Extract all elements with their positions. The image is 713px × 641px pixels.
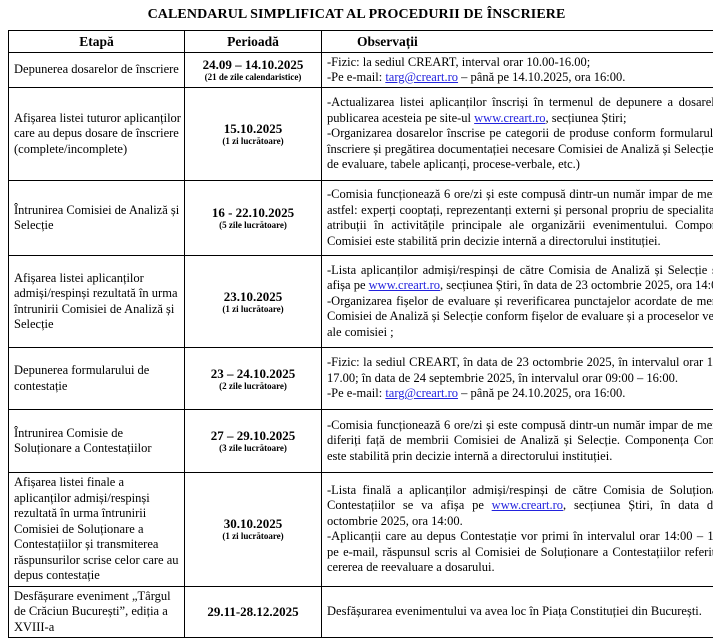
period-date: 24.09 – 14.10.2025 (187, 57, 319, 72)
creart-link[interactable]: targ@creart.ro (385, 70, 458, 84)
period-cell: 27 – 29.10.2025(3 zile lucrătoare) (185, 410, 322, 473)
stage-cell: Întrunirea Comisie de Soluționare a Cont… (9, 410, 185, 473)
period-note: (2 zile lucrătoare) (187, 381, 319, 392)
period-note: (5 zile lucrătoare) (187, 220, 319, 231)
period-date: 23 – 24.10.2025 (187, 366, 319, 381)
observation-paragraph: -Aplicanții care au depus Contestație vo… (327, 529, 713, 576)
observation-paragraph: -Lista finală a aplicanților admiși/resp… (327, 483, 713, 530)
table-row: Afișarea listei tuturor aplicanților car… (9, 88, 713, 181)
calendar-table: Etapă Perioadă Observații Depunerea dosa… (8, 30, 713, 638)
period-date: 30.10.2025 (187, 516, 319, 531)
stage-cell: Afișarea listei aplicanților admiși/resp… (9, 256, 185, 348)
period-note: (1 zi lucrătoare) (187, 136, 319, 147)
stage-cell: Afișarea listei tuturor aplicanților car… (9, 88, 185, 181)
period-date: 29.11-28.12.2025 (187, 604, 319, 619)
observations-cell: -Lista aplicanților admiși/respinși de c… (322, 256, 713, 348)
creart-link[interactable]: www.creart.ro (369, 278, 440, 292)
observation-paragraph: -Lista aplicanților admiși/respinși de c… (327, 263, 713, 294)
period-cell: 23 – 24.10.2025(2 zile lucrătoare) (185, 348, 322, 410)
stage-cell: Întrunirea Comisiei de Analiză și Selecț… (9, 181, 185, 256)
creart-link[interactable]: targ@creart.ro (385, 386, 458, 400)
page-title: CALENDARUL SIMPLIFICAT AL PROCEDURII DE … (0, 7, 713, 23)
period-note: (1 zi lucrătoare) (187, 531, 319, 542)
table-row: Afișarea listei finale a aplicanților ad… (9, 473, 713, 587)
period-cell: 29.11-28.12.2025 (185, 586, 322, 638)
table-row: Întrunirea Comisiei de Analiză și Selecț… (9, 181, 713, 256)
creart-link[interactable]: www.creart.ro (492, 498, 563, 512)
period-date: 23.10.2025 (187, 289, 319, 304)
observations-cell: Desfășurarea evenimentului va avea loc î… (322, 586, 713, 638)
table-row: Afișarea listei aplicanților admiși/resp… (9, 256, 713, 348)
period-note: (3 zile lucrătoare) (187, 443, 319, 454)
observation-paragraph: Desfășurarea evenimentului va avea loc î… (327, 604, 713, 620)
observations-cell: -Actualizarea listei aplicanților înscri… (322, 88, 713, 181)
column-header-etapa: Etapă (9, 31, 185, 53)
period-date: 16 - 22.10.2025 (187, 205, 319, 220)
column-header-perioada: Perioadă (185, 31, 322, 53)
observations-cell: -Comisia funcționează 6 ore/zi și este c… (322, 181, 713, 256)
stage-cell: Depunerea dosarelor de înscriere (9, 53, 185, 88)
observations-cell: -Fizic: la sediul CREART, interval orar … (322, 53, 713, 88)
period-note: (1 zi lucrătoare) (187, 304, 319, 315)
observations-cell: -Comisia funcționează 6 ore/zi și este c… (322, 410, 713, 473)
observation-paragraph: -Organizarea fișelor de evaluare și reve… (327, 294, 713, 341)
period-cell: 24.09 – 14.10.2025(21 de zile calendaris… (185, 53, 322, 88)
observation-paragraph: -Fizic: la sediul CREART, interval orar … (327, 55, 713, 71)
observation-paragraph: -Pe e-mail: targ@creart.ro – până pe 14.… (327, 70, 713, 86)
observation-paragraph: -Actualizarea listei aplicanților înscri… (327, 95, 713, 126)
stage-cell: Desfășurare eveniment „Târgul de Crăciun… (9, 586, 185, 638)
observation-paragraph: -Fizic: la sediul CREART, în data de 23 … (327, 355, 713, 386)
column-header-observatii: Observații (322, 31, 713, 53)
period-cell: 15.10.2025(1 zi lucrătoare) (185, 88, 322, 181)
period-date: 15.10.2025 (187, 121, 319, 136)
creart-link[interactable]: www.creart.ro (474, 111, 545, 125)
table-row: Întrunirea Comisie de Soluționare a Cont… (9, 410, 713, 473)
stage-cell: Depunerea formularului de contestație (9, 348, 185, 410)
header-row: Etapă Perioadă Observații (9, 31, 713, 53)
observation-paragraph: -Comisia funcționează 6 ore/zi și este c… (327, 418, 713, 465)
table-row: Desfășurare eveniment „Târgul de Crăciun… (9, 586, 713, 638)
period-date: 27 – 29.10.2025 (187, 428, 319, 443)
observation-paragraph: -Comisia funcționează 6 ore/zi și este c… (327, 187, 713, 249)
document-page: CALENDARUL SIMPLIFICAT AL PROCEDURII DE … (0, 7, 713, 638)
period-cell: 23.10.2025(1 zi lucrătoare) (185, 256, 322, 348)
period-cell: 30.10.2025(1 zi lucrătoare) (185, 473, 322, 587)
observations-cell: -Fizic: la sediul CREART, în data de 23 … (322, 348, 713, 410)
observation-paragraph: -Pe e-mail: targ@creart.ro – până pe 24.… (327, 386, 713, 402)
period-note: (21 de zile calendaristice) (187, 72, 319, 83)
period-cell: 16 - 22.10.2025(5 zile lucrătoare) (185, 181, 322, 256)
observations-cell: -Lista finală a aplicanților admiși/resp… (322, 473, 713, 587)
observation-paragraph: -Organizarea dosarelor înscrise pe categ… (327, 126, 713, 173)
stage-cell: Afișarea listei finale a aplicanților ad… (9, 473, 185, 587)
